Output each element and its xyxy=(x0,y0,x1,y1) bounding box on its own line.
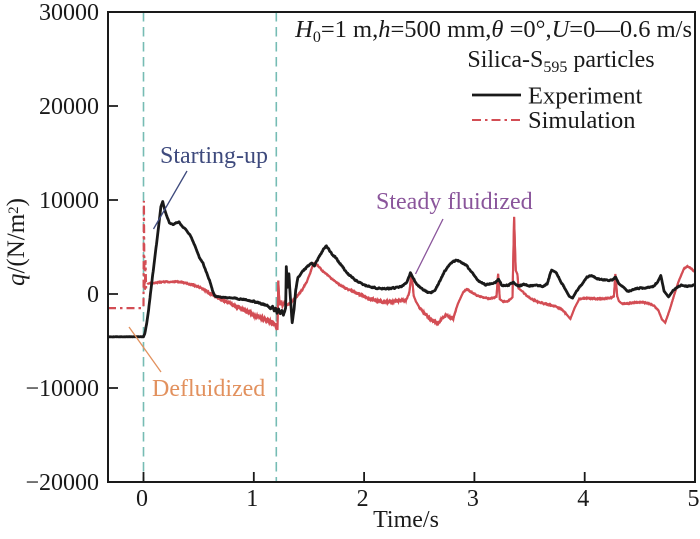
svg-text:Time/s: Time/s xyxy=(373,507,439,533)
svg-text:Defluidized: Defluidized xyxy=(152,376,265,402)
svg-text:20000: 20000 xyxy=(39,94,99,120)
svg-text:Steady fluidized: Steady fluidized xyxy=(376,189,533,215)
svg-text:−10000: −10000 xyxy=(25,376,99,402)
svg-text:0: 0 xyxy=(87,282,99,308)
svg-text:1: 1 xyxy=(246,486,258,512)
svg-text:5: 5 xyxy=(688,486,700,512)
svg-text:4: 4 xyxy=(577,486,589,512)
svg-text:Simulation: Simulation xyxy=(528,107,636,134)
svg-text:Starting-up: Starting-up xyxy=(160,143,268,169)
svg-text:10000: 10000 xyxy=(39,188,99,214)
svg-text:−20000: −20000 xyxy=(25,470,99,496)
svg-text:Silica-S595 particles: Silica-S595 particles xyxy=(467,47,654,76)
svg-text:0: 0 xyxy=(136,486,148,512)
svg-text:2: 2 xyxy=(357,486,369,512)
svg-text:Experiment: Experiment xyxy=(528,83,642,110)
svg-text:3: 3 xyxy=(467,486,479,512)
svg-text:H0=1 m,h=500 mm,θ =0°,U=0—0.6: H0=1 m,h=500 mm,θ =0°,U=0—0.6 m/s xyxy=(294,16,692,46)
svg-text:30000: 30000 xyxy=(39,0,99,26)
